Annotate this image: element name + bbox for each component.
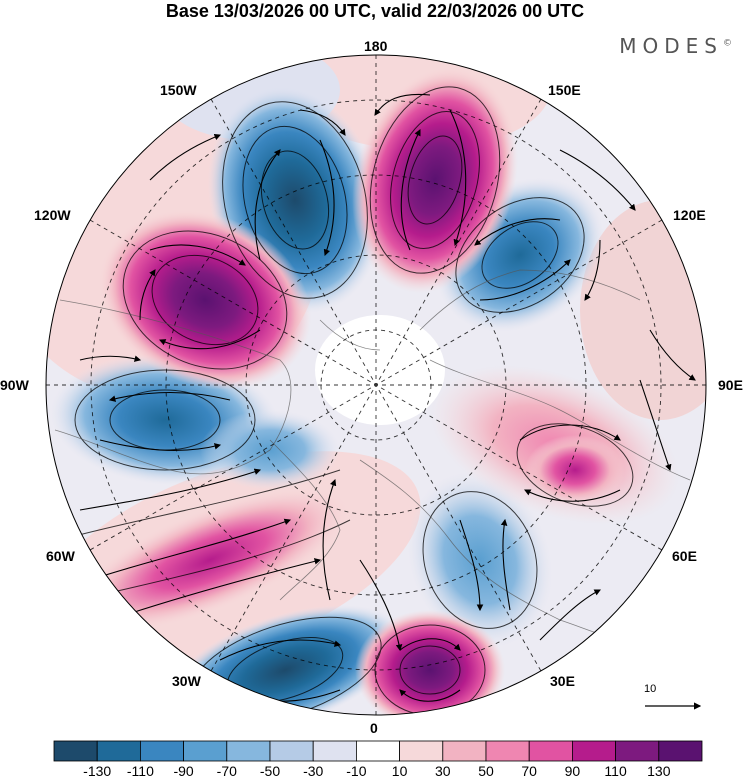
colorbar-tick-label: 50 — [478, 763, 494, 779]
brand-logo: MODES© — [619, 34, 732, 58]
high-anomaly-60e-core — [525, 435, 625, 505]
colorbar — [53, 740, 703, 762]
colorbar-swatch — [53, 740, 98, 762]
high-anomaly-30e — [355, 610, 505, 715]
high-anomaly-180 — [352, 67, 518, 293]
colorbar-tick-label: -110 — [126, 763, 154, 779]
colorbar-swatch — [615, 740, 660, 762]
colorbar-tick-label: -90 — [173, 763, 194, 779]
lon-label-120e: 120E — [673, 207, 706, 223]
colorbar-swatch — [485, 740, 530, 762]
vector-reference-label: 10 — [644, 683, 657, 695]
colorbar-tick-label: -30 — [303, 763, 324, 779]
lon-label-120w: 120W — [34, 207, 71, 223]
lon-label-150e: 150E — [548, 82, 581, 98]
colorbar-tick-label: 90 — [564, 763, 581, 779]
colorbar-tick-label: 10 — [391, 763, 408, 779]
lon-label-30e: 30E — [550, 673, 575, 689]
graticule — [46, 55, 706, 715]
colorbar-swatch — [399, 740, 444, 762]
colorbar-labels: -130 -110 -90 -70 -50 -30 -10 10 30 50 70 90 110 130 — [0, 763, 750, 783]
low-anomaly-europe — [407, 472, 553, 648]
map-border — [45, 54, 707, 716]
colorbar-swatch — [658, 740, 703, 762]
wind-vectors — [79, 93, 696, 702]
lon-label-90w: 90W — [0, 377, 29, 393]
colorbar-tick-label: 70 — [521, 763, 537, 779]
colorbar-swatch — [355, 740, 400, 762]
colorbar-swatch — [528, 740, 573, 762]
colorbar-swatch — [572, 740, 617, 762]
brand-text: MODES — [619, 34, 723, 58]
colorbar-tick-label: -50 — [259, 763, 281, 779]
colorbar-tick-label: 30 — [435, 763, 451, 779]
pole-region — [315, 315, 445, 425]
colorbar-swatch — [312, 740, 357, 762]
lon-label-150w: 150W — [160, 82, 197, 98]
colorbar-swatch — [139, 740, 184, 762]
lon-label-60w: 60W — [46, 548, 75, 564]
map-title: Base 13/03/2026 00 UTC, valid 22/03/2026… — [165, 1, 585, 21]
colorbar-tick-label: 110 — [604, 763, 627, 779]
lon-label-60e: 60E — [672, 548, 697, 564]
high-anomaly-120w — [99, 210, 311, 390]
lon-label-90e: 90E — [718, 377, 743, 393]
colorbar-tick-label: 130 — [647, 763, 671, 779]
colorbar-tick-label: -130 — [83, 763, 112, 779]
colorbar-tick-label: -70 — [216, 763, 237, 779]
colorbar-swatch — [269, 740, 314, 762]
anomaly-field — [46, 55, 706, 715]
colorbar-tick-label: -10 — [346, 763, 367, 779]
lon-label-0: 0 — [370, 720, 378, 736]
colorbar-swatch — [226, 740, 271, 762]
brand-mark: © — [723, 38, 732, 49]
lon-label-30w: 30W — [172, 673, 201, 689]
colorbar-swatch — [96, 740, 141, 762]
colorbar-swatch — [183, 740, 228, 762]
colorbar-swatch — [442, 740, 487, 762]
lon-label-180: 180 — [364, 38, 388, 54]
